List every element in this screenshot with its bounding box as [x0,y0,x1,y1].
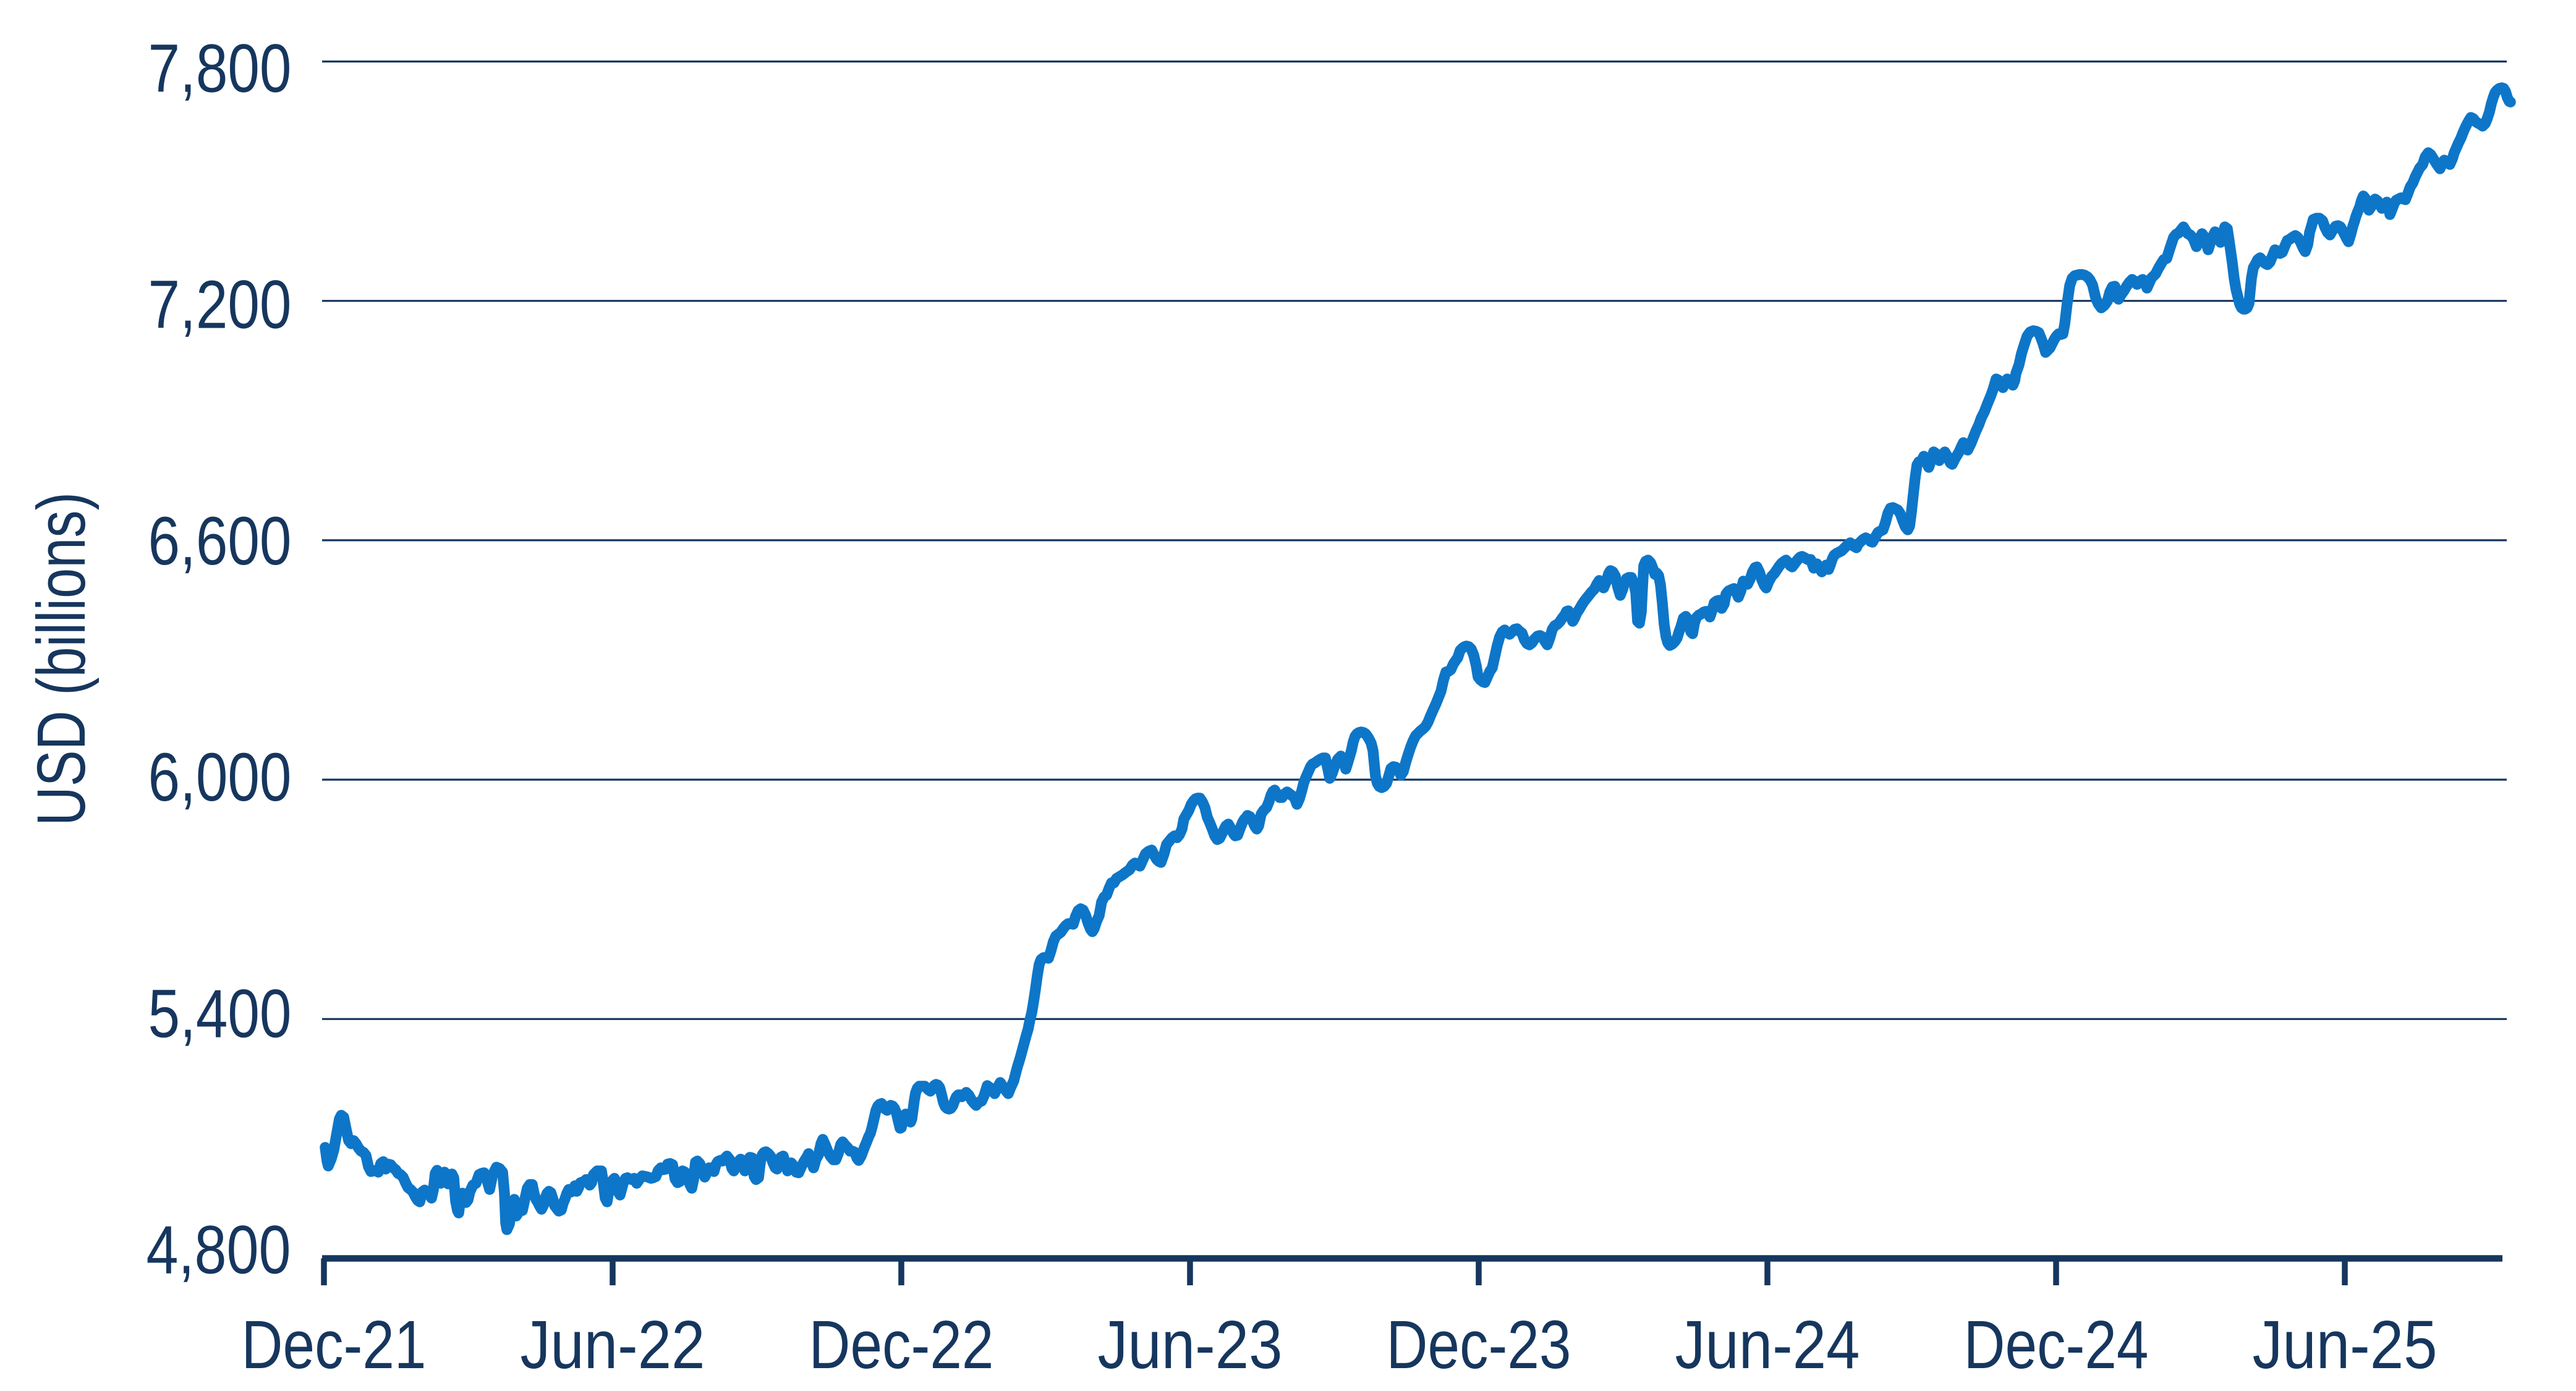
svg-text:Dec-21: Dec-21 [242,1307,427,1383]
svg-text:Jun-24: Jun-24 [1675,1307,1860,1383]
svg-text:Jun-22: Jun-22 [521,1307,705,1383]
svg-text:7,800: 7,800 [148,30,292,106]
svg-text:7,200: 7,200 [148,267,292,343]
svg-text:4,800: 4,800 [147,1212,291,1288]
svg-text:Dec-24: Dec-24 [1964,1307,2149,1383]
svg-text:USD (billions): USD (billions) [23,492,100,826]
svg-text:Dec-22: Dec-22 [809,1307,994,1383]
svg-text:Jun-23: Jun-23 [1098,1307,1283,1383]
svg-text:6,600: 6,600 [148,503,292,579]
svg-text:Jun-25: Jun-25 [2253,1307,2438,1383]
svg-text:Dec-23: Dec-23 [1387,1307,1571,1383]
svg-text:6,000: 6,000 [148,739,292,815]
svg-text:5,400: 5,400 [148,976,292,1052]
